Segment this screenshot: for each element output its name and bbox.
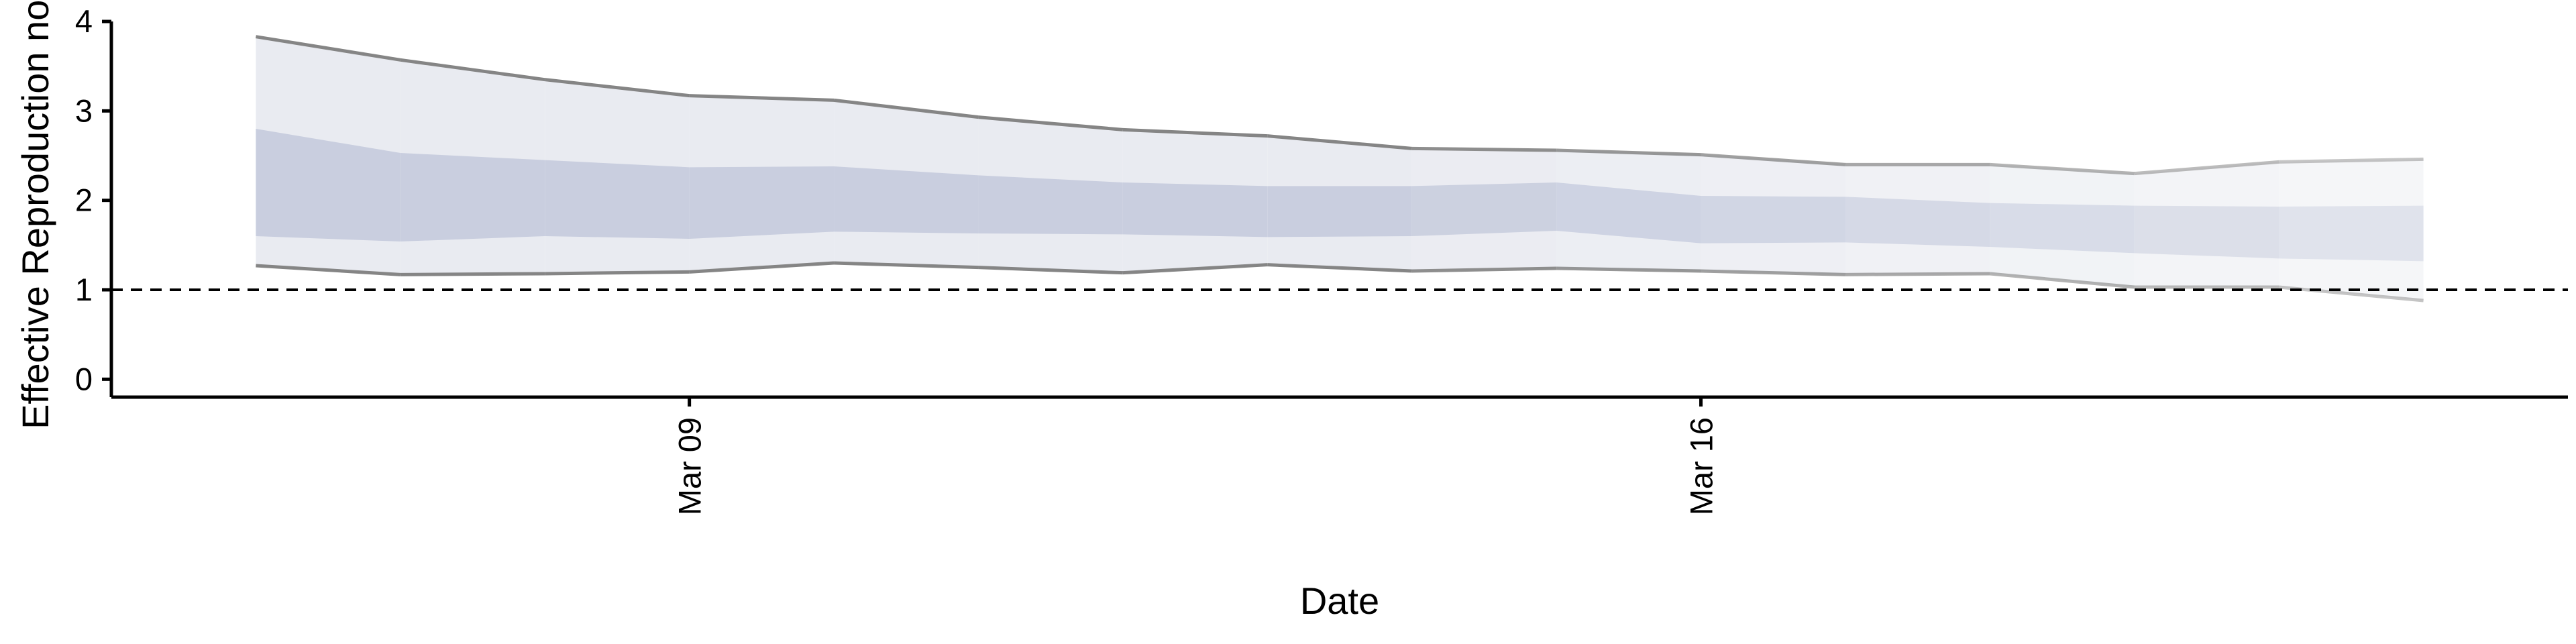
band-50-segment — [1701, 196, 1845, 244]
x-tick-label: Mar 16 — [1684, 417, 1719, 515]
lower-90-line-segment — [545, 270, 690, 276]
upper-90-line-segment — [833, 98, 979, 119]
band-50-segment — [1122, 182, 1268, 237]
lower-90-line-segment — [689, 261, 835, 274]
y-axis-ticks: 0 1 2 3 4 — [75, 3, 111, 396]
upper-90-line-segment — [256, 35, 401, 62]
lower-90-line-segment — [1990, 272, 2135, 289]
y-tick-label: 4 — [75, 3, 93, 39]
y-tick-label: 2 — [75, 182, 93, 218]
y-tick-label: 3 — [75, 93, 93, 128]
band-50-segment — [2279, 205, 2424, 262]
upper-90-line-segment — [1122, 127, 1268, 138]
lower-90-line-segment — [1556, 266, 1701, 273]
x-axis-title: Date — [1300, 580, 1379, 622]
band-50-segment — [1267, 186, 1412, 237]
band-50-segment — [256, 129, 400, 241]
upper-90-line-segment — [1411, 146, 1557, 152]
band-50-segment — [1411, 182, 1557, 236]
band-90-segment — [2279, 159, 2424, 301]
upper-90-line-segment — [1267, 134, 1412, 150]
upper-90-line-segment — [544, 78, 690, 98]
upper-90-line-segment — [1701, 153, 1846, 166]
lower-90-line-segment — [2278, 285, 2424, 303]
x-axis-ticks: Mar 09 Mar 16 — [672, 397, 1719, 515]
lower-90-line-segment — [256, 264, 400, 276]
lower-90-line-segment — [1701, 269, 1846, 276]
upper-90-line-segment — [1990, 162, 2135, 176]
credible-interval-bands — [256, 36, 2424, 301]
band-50-segment — [1556, 182, 1701, 244]
interval-bound-lines — [256, 35, 2424, 303]
lower-90-line-segment — [1267, 263, 1412, 273]
band-50-segment — [545, 160, 690, 239]
band-50-segment — [978, 175, 1123, 235]
band-50-segment — [689, 166, 835, 239]
upper-90-line-segment — [689, 94, 835, 102]
x-tick-label: Mar 09 — [672, 417, 708, 515]
band-50-segment — [400, 153, 545, 241]
band-50-segment — [834, 166, 979, 233]
lower-90-line-segment — [1122, 263, 1268, 275]
y-axis-title: Effective Reproduction no. — [14, 0, 56, 429]
lower-90-line-segment — [833, 261, 979, 270]
band-50-segment — [1845, 197, 1990, 247]
y-tick-label: 1 — [75, 272, 93, 307]
upper-90-line-segment — [1556, 148, 1701, 157]
upper-90-line-segment — [978, 115, 1124, 131]
band-50-segment — [2134, 205, 2279, 259]
upper-90-line-segment — [2279, 157, 2424, 164]
band-50-segment — [1990, 203, 2135, 254]
upper-90-line-segment — [2134, 160, 2279, 176]
upper-90-line-segment — [400, 58, 545, 82]
lower-90-line-segment — [1411, 266, 1557, 273]
lower-90-line-segment — [978, 266, 1123, 275]
y-tick-label: 0 — [75, 361, 93, 396]
